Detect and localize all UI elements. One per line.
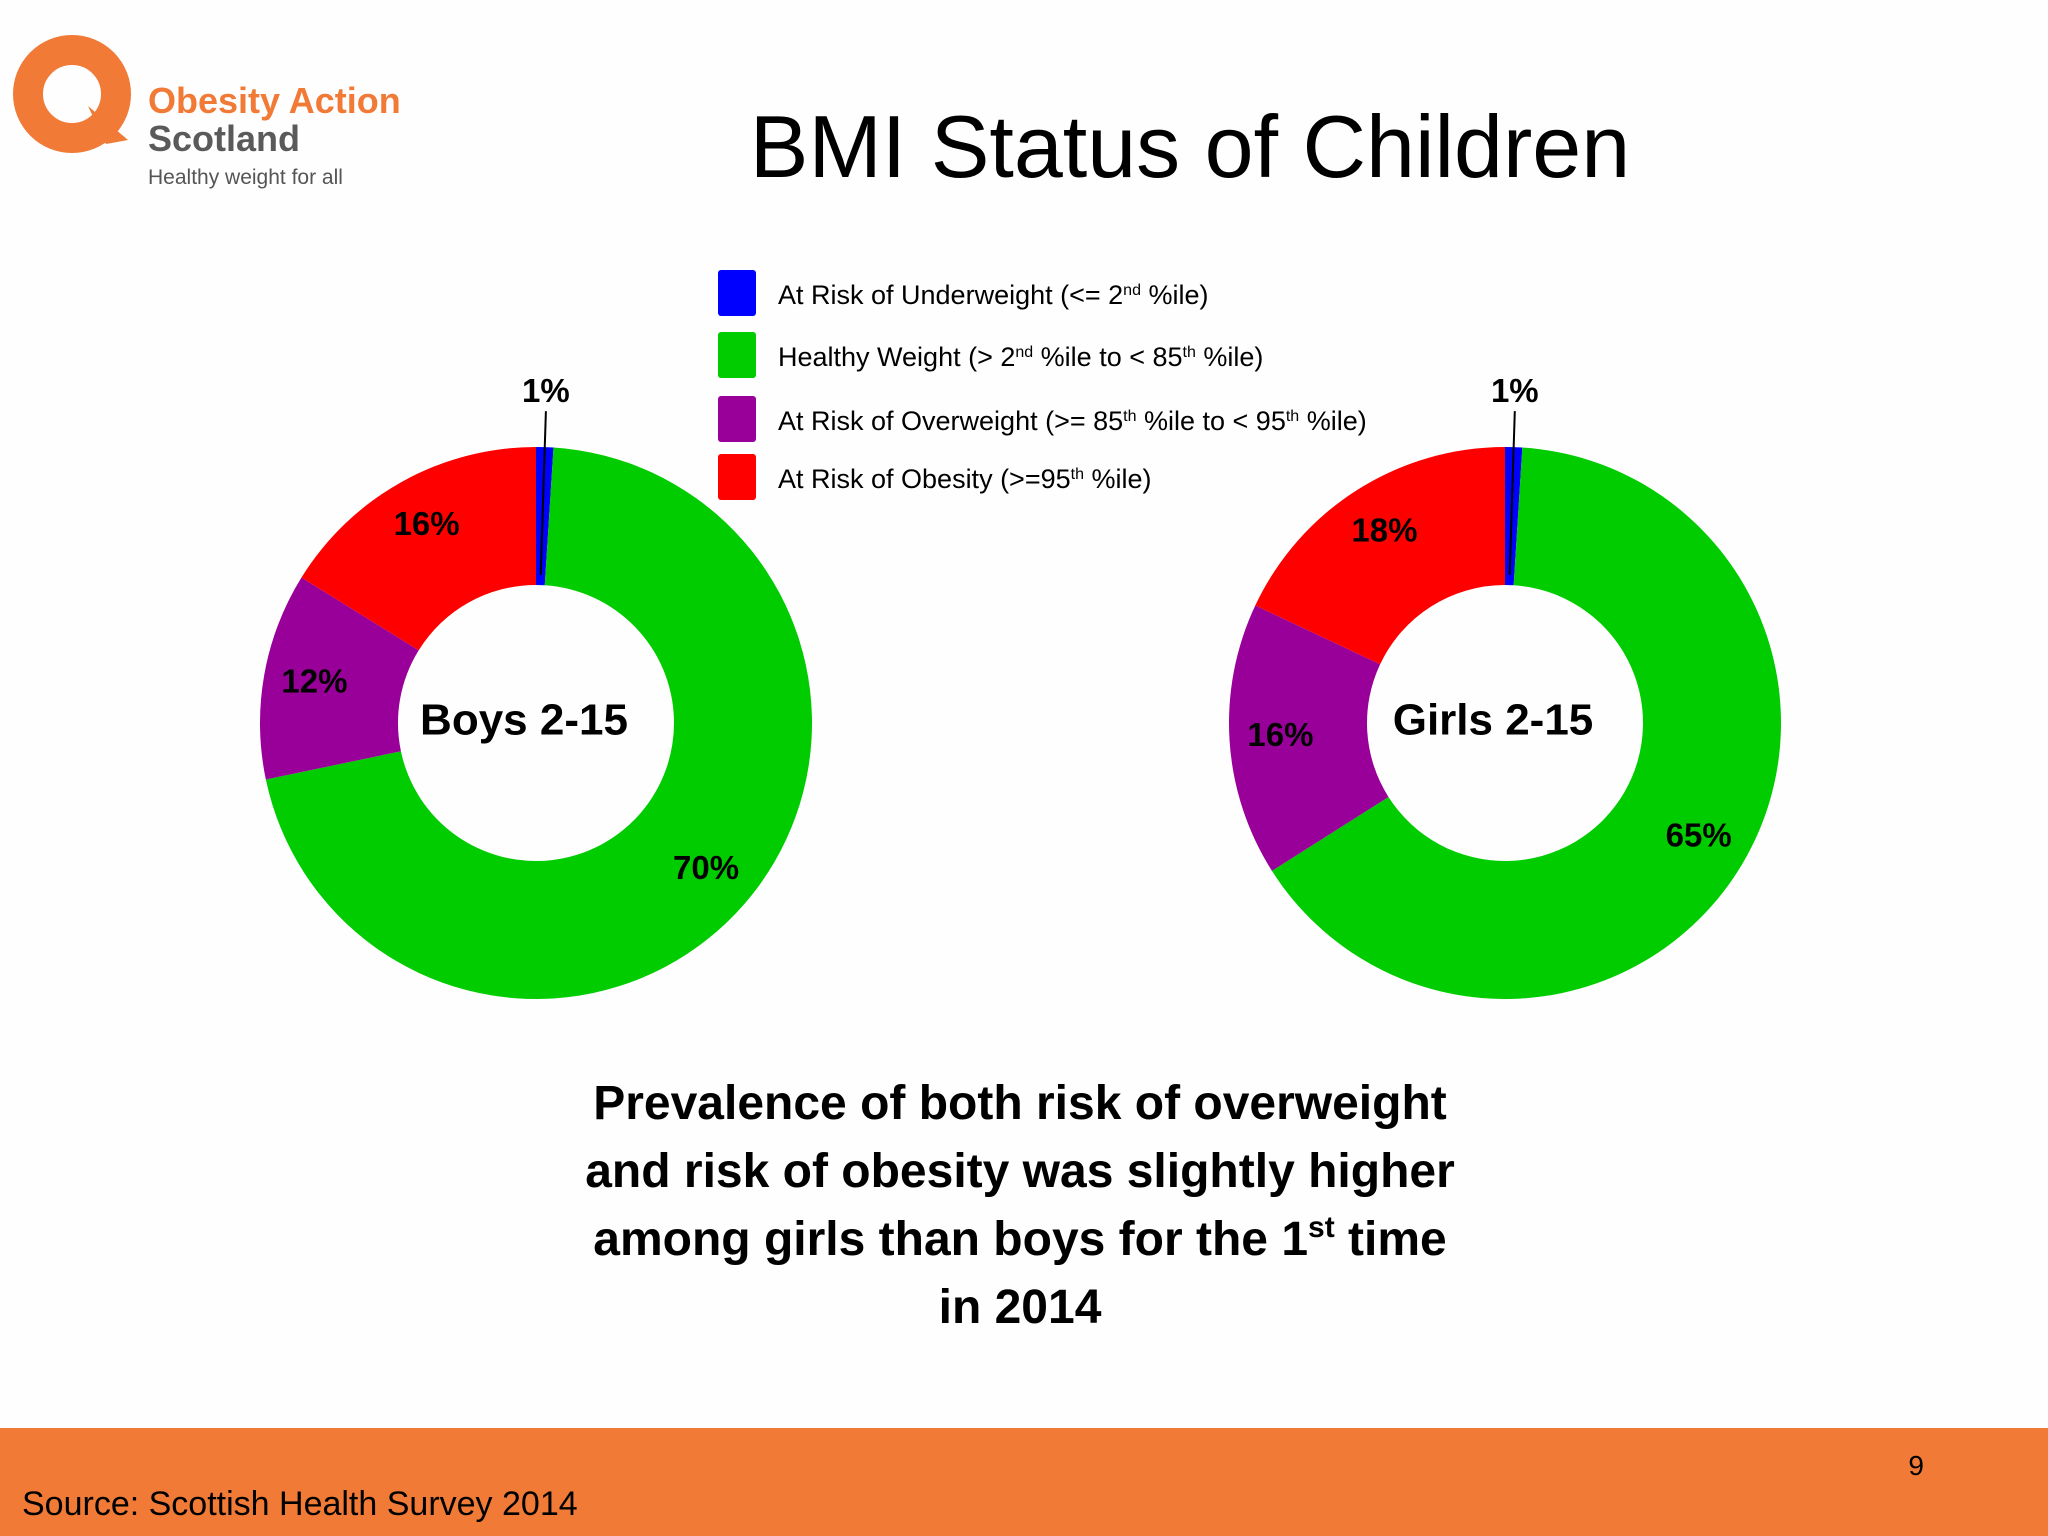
slice-underweight — [1505, 447, 1523, 586]
logo-name-line2: Scotland — [148, 118, 301, 159]
legend-label: At Risk of Obesity (>=95th %ile) — [778, 464, 1152, 494]
page-number: 9 — [1908, 1450, 1924, 1481]
slice-label-overweight: 12% — [281, 663, 347, 700]
legend-label: At Risk of Overweight (>= 85th %ile to <… — [778, 406, 1367, 436]
legend-swatch — [718, 396, 756, 442]
slice-healthy — [265, 447, 813, 1000]
donut-chart-1: 1% 65% 16% 18% Girls 2-15 — [1229, 372, 1781, 999]
footer-bar: Source: Scottish Health Survey 2014 9 — [0, 1428, 2048, 1536]
chart-legend: At Risk of Underweight (<= 2nd %ile) Hea… — [718, 270, 1478, 510]
slide-title: BMI Status of Children — [749, 97, 1631, 196]
legend-swatch — [718, 270, 756, 316]
slice-label-underweight: 1% — [1491, 372, 1539, 409]
leader-line — [1508, 411, 1516, 576]
slice-label-overweight: 16% — [1247, 716, 1313, 753]
slice-overweight — [1229, 605, 1389, 871]
obesity-action-logo-icon — [13, 35, 131, 153]
logo: Obesity Action Scotland Healthy weight f… — [10, 28, 430, 198]
legend-swatch — [718, 332, 756, 378]
slice-label-healthy: 70% — [673, 849, 739, 886]
legend-label: At Risk of Underweight (<= 2nd %ile) — [778, 280, 1209, 310]
slice-label-healthy: 65% — [1666, 816, 1732, 853]
leader-line — [539, 411, 547, 576]
donut-center-label: Boys 2-15 — [420, 696, 628, 745]
slice-label-obesity: 16% — [394, 505, 460, 542]
slice-healthy — [1271, 447, 1781, 999]
slice-label-obesity: 18% — [1351, 512, 1417, 549]
slice-overweight — [260, 577, 419, 780]
logo-tagline: Healthy weight for all — [148, 166, 343, 189]
slice-underweight — [536, 447, 554, 586]
donut-center-label: Girls 2-15 — [1393, 696, 1594, 745]
slice-label-underweight: 1% — [522, 372, 570, 409]
key-finding-text: Prevalence of both risk of overweight an… — [585, 1077, 1455, 1334]
slice-obesity — [301, 447, 536, 651]
legend-label: Healthy Weight (> 2nd %ile to < 85th %il… — [778, 342, 1264, 372]
donut-charts: 1% 70% 12% 16% Boys 2-15 1% 65% 16% 18% Girls 2-1… — [260, 372, 1781, 1000]
source-citation: Source: Scottish Health Survey 2014 — [22, 1485, 578, 1523]
logo-name-line1: Obesity Action — [148, 80, 401, 121]
legend-swatch — [718, 454, 756, 500]
slice-obesity — [1255, 447, 1505, 665]
logo-name: Obesity Action Scotland — [148, 82, 401, 158]
donut-chart-0: 1% 70% 12% 16% Boys 2-15 — [260, 372, 813, 1000]
